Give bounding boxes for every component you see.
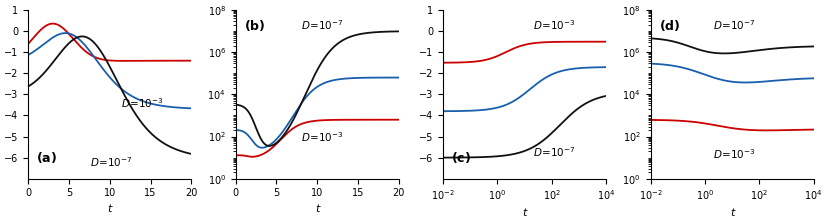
X-axis label: t: t <box>523 208 527 218</box>
Text: $\bf(c)$: $\bf(c)$ <box>452 150 471 165</box>
Text: $D\!=\!10^{-3}$: $D\!=\!10^{-3}$ <box>301 130 344 144</box>
X-axis label: t: t <box>315 204 319 214</box>
Text: $\bf(d)$: $\bf(d)$ <box>658 18 680 33</box>
X-axis label: t: t <box>730 208 734 218</box>
Text: $D\!=\!10^{-3}$: $D\!=\!10^{-3}$ <box>122 96 164 110</box>
Text: $D\!=\!10^{-7}$: $D\!=\!10^{-7}$ <box>301 18 344 32</box>
Text: $D\!=\!10^{-7}$: $D\!=\!10^{-7}$ <box>90 155 133 169</box>
Text: $\bf(a)$: $\bf(a)$ <box>36 150 57 165</box>
X-axis label: t: t <box>108 204 112 214</box>
Text: $D\!=\!10^{-3}$: $D\!=\!10^{-3}$ <box>713 147 755 161</box>
Text: $\bf(b)$: $\bf(b)$ <box>244 18 265 33</box>
Text: $D\!=\!10^{-3}$: $D\!=\!10^{-3}$ <box>533 18 576 32</box>
Text: $D\!=\!10^{-7}$: $D\!=\!10^{-7}$ <box>533 145 576 159</box>
Text: $D\!=\!10^{-7}$: $D\!=\!10^{-7}$ <box>713 18 755 32</box>
